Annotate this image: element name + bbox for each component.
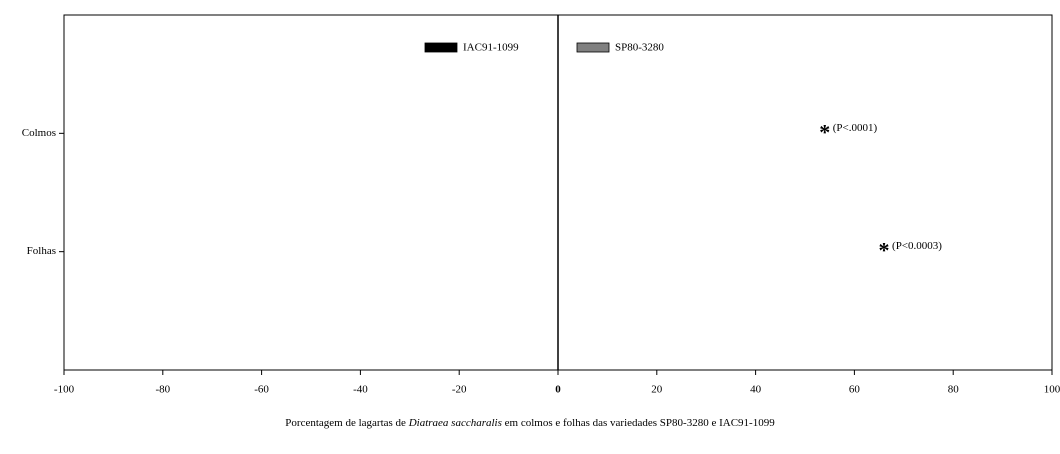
annotation-text: (P<.0001) — [833, 122, 878, 134]
y-tick-label: Folhas — [27, 245, 56, 257]
x-tick-label: -100 — [54, 384, 75, 396]
legend-swatch — [576, 42, 610, 53]
legend-label: SP80-3280 — [615, 42, 664, 54]
x-tick-label: 0 — [555, 384, 561, 396]
title-part: Diatraea saccharalis — [408, 417, 502, 429]
x-tick-label: -60 — [254, 384, 269, 396]
y-tick-label: Colmos — [22, 127, 56, 139]
x-tick-label: -20 — [452, 384, 467, 396]
legend-label: IAC91-1099 — [463, 42, 519, 54]
title-part: Porcentagem de lagartas de — [285, 417, 408, 429]
legend-swatch — [424, 42, 458, 53]
title-part: em colmos e folhas das variedades SP80-3… — [502, 417, 775, 429]
annotation-marker: * — [879, 238, 890, 263]
annotation-marker: * — [819, 119, 830, 144]
x-tick-label: 20 — [651, 384, 663, 396]
annotation-text: (P<0.0003) — [892, 240, 942, 252]
x-tick-label: 100 — [1044, 384, 1060, 396]
x-tick-label: 80 — [948, 384, 960, 396]
x-tick-label: 40 — [750, 384, 762, 396]
x-tick-label: -40 — [353, 384, 368, 396]
x-tick-label: -80 — [155, 384, 170, 396]
x-tick-label: 60 — [849, 384, 861, 396]
chart-title: Porcentagem de lagartas de Diatraea sacc… — [285, 417, 775, 429]
